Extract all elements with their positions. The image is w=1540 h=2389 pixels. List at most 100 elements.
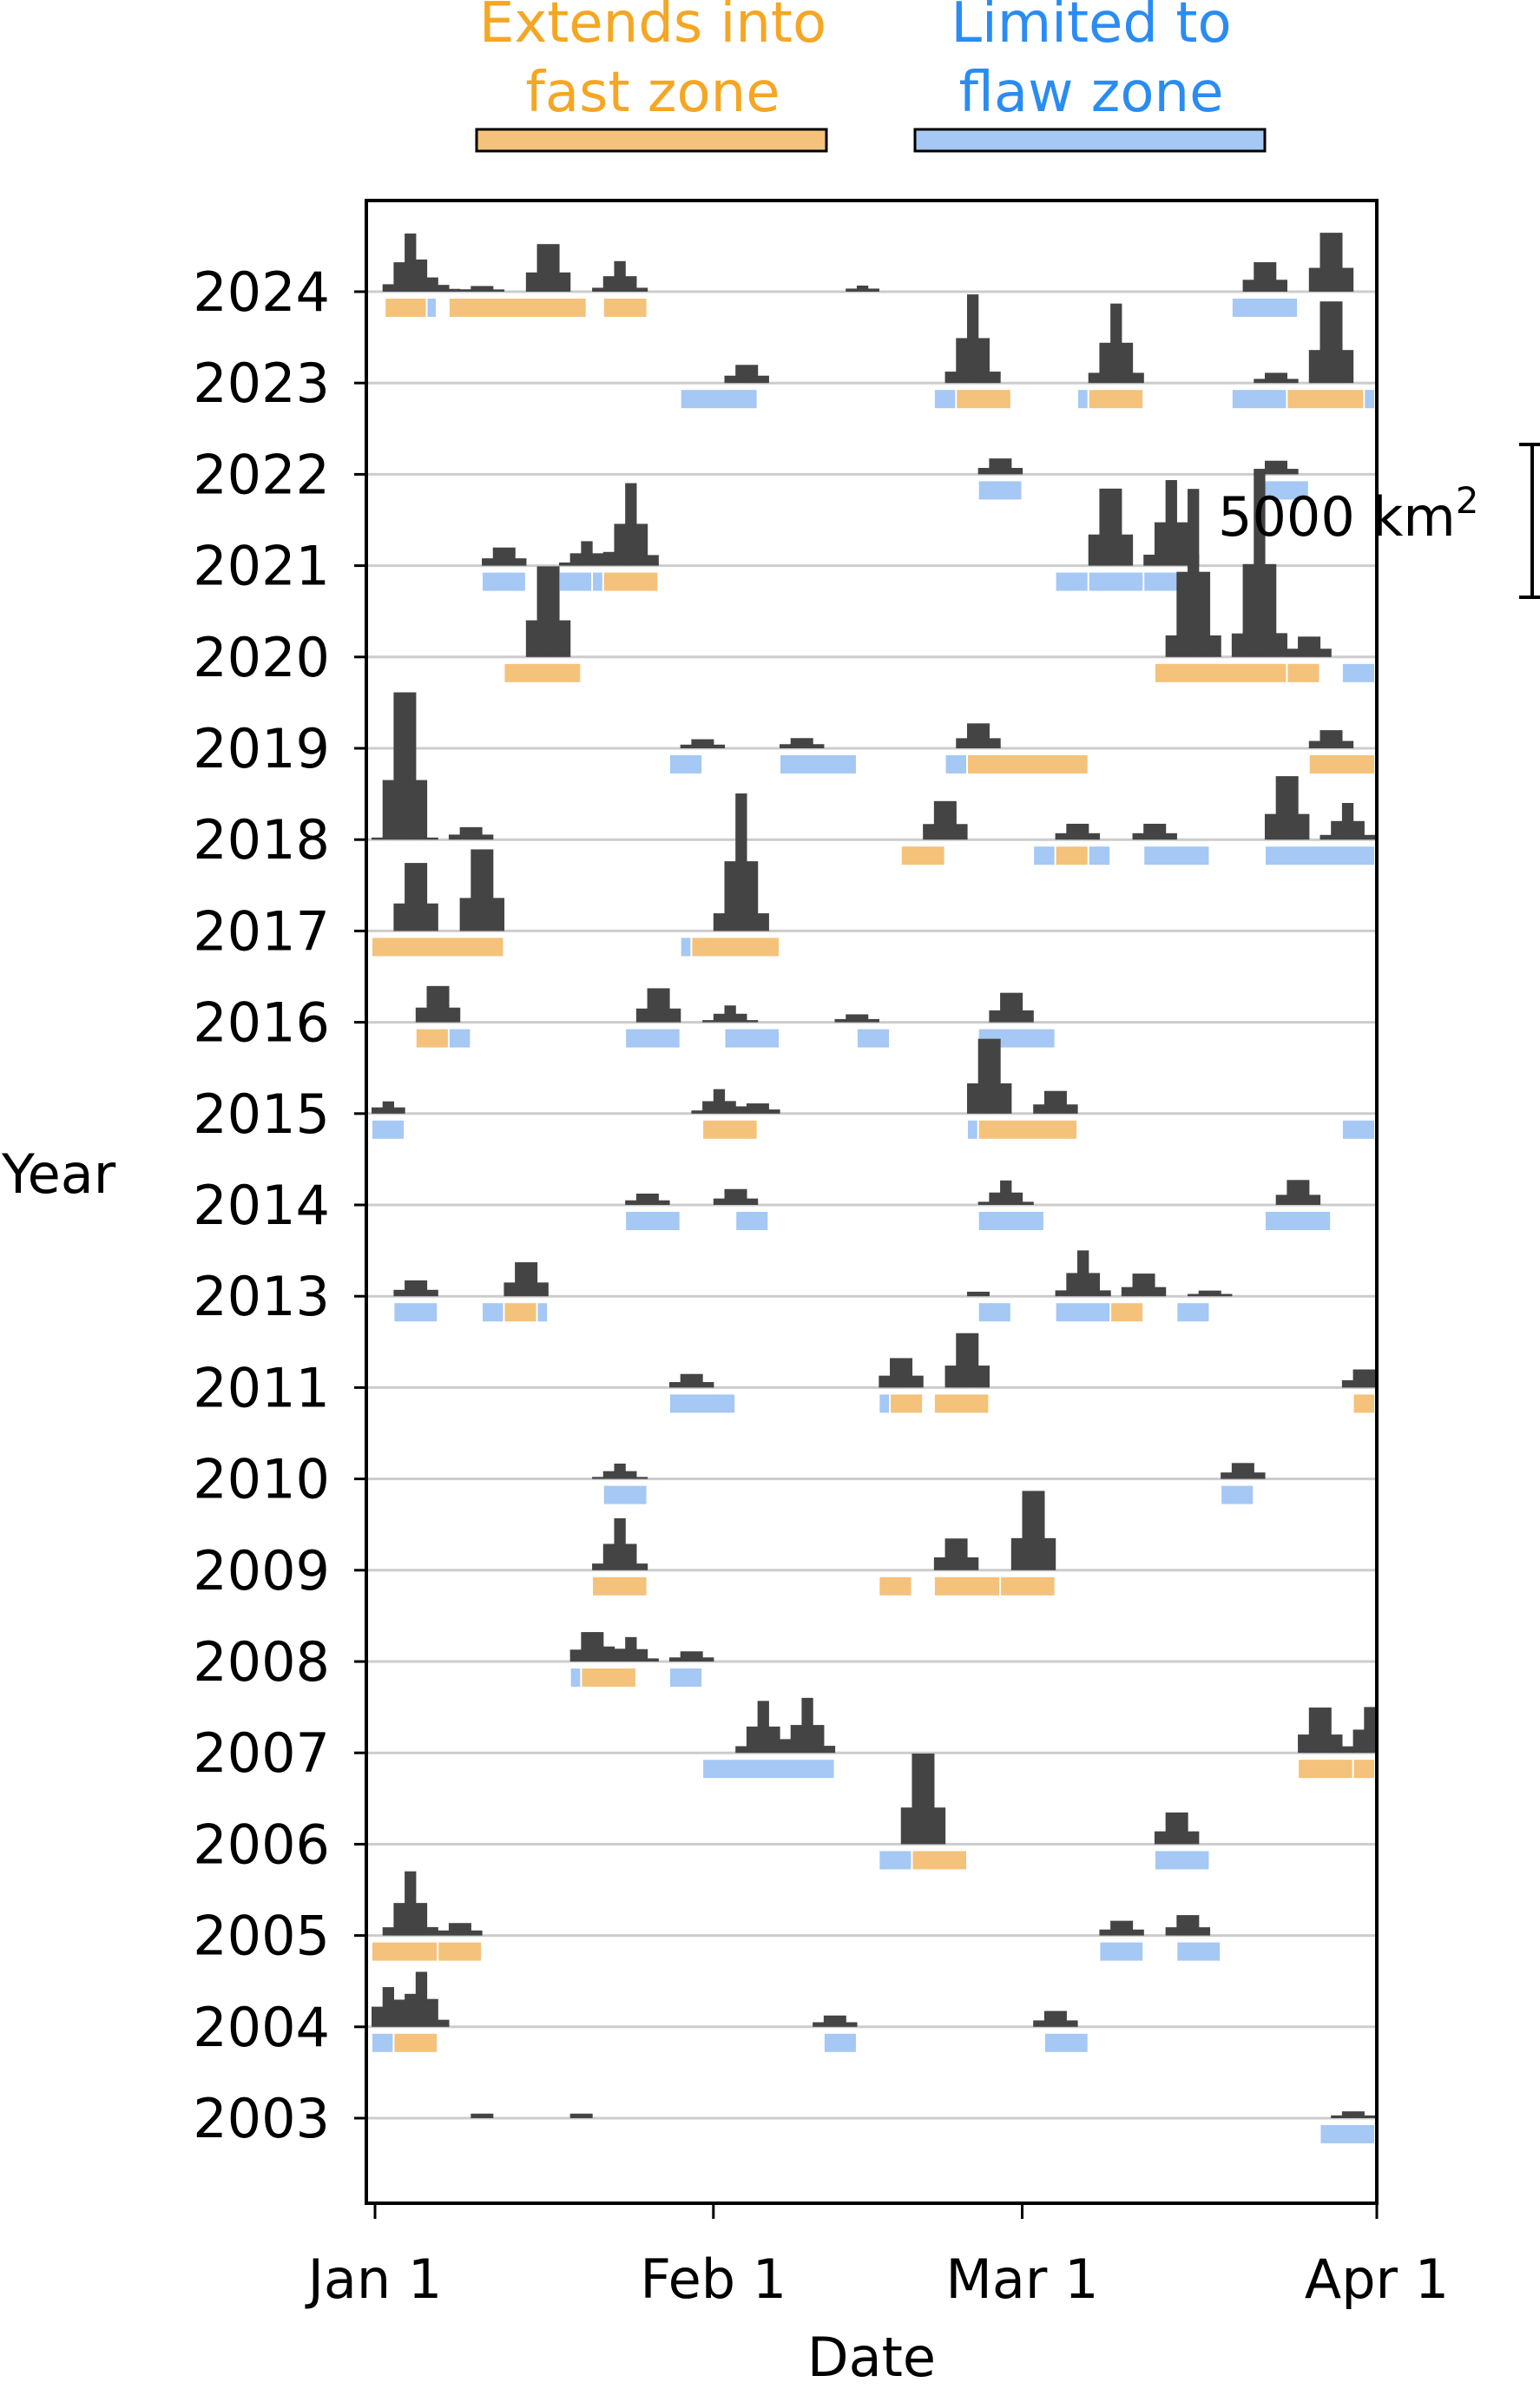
area-bar-2020 (548, 566, 560, 657)
area-bar-2008 (691, 1651, 703, 1662)
y-tick-label: 2017 (193, 899, 330, 963)
area-bar-2024 (614, 260, 626, 292)
area-bar-2007 (1331, 1734, 1343, 1754)
event-bar-flaw-2013 (483, 1303, 503, 1322)
event-bar-fast-2023 (1089, 390, 1143, 409)
area-bar-2023 (1264, 372, 1277, 384)
event-bar-flaw-2023 (934, 390, 956, 409)
area-bar-2018 (1165, 833, 1177, 840)
area-bar-2021 (1099, 488, 1111, 566)
y-tick-label: 2008 (193, 1630, 330, 1694)
area-bar-2013 (977, 1291, 990, 1297)
area-bar-2019 (691, 739, 703, 748)
year-row-2024 (366, 233, 1377, 317)
area-bar-2011 (1364, 1369, 1376, 1388)
area-bar-2020 (1275, 633, 1287, 657)
area-bar-2015 (977, 1038, 990, 1114)
area-bar-2021 (602, 551, 615, 566)
area-bar-2023 (1121, 342, 1134, 384)
event-bar-flaw-2019 (669, 755, 702, 773)
area-bar-2017 (757, 913, 769, 931)
area-bar-2023 (944, 372, 957, 384)
y-tick-label: 2004 (193, 1996, 330, 2059)
area-bar-2009 (614, 1517, 626, 1570)
area-bar-2011 (1341, 1379, 1354, 1388)
area-bar-2024 (1275, 280, 1287, 292)
area-bar-2010 (635, 1477, 648, 1479)
event-bar-fast-2011 (891, 1394, 923, 1413)
area-bar-2013 (1055, 1290, 1067, 1297)
area-bar-2009 (1033, 1491, 1045, 1570)
area-bar-2005 (459, 1923, 471, 1936)
area-bar-2017 (746, 861, 759, 931)
legend: Extends into fast zone Limited to flaw z… (475, 0, 1267, 153)
area-bar-2013 (1188, 1293, 1200, 1297)
event-bar-fast-2011 (1353, 1394, 1374, 1413)
area-bar-2011 (668, 1382, 681, 1388)
y-tick-label: 2007 (193, 1721, 330, 1785)
y-axis-ticks: 2024 2023 2022 2021 2020 2019 2018 2017 2016 2015… (193, 260, 366, 2150)
area-bar-2005 (1188, 1915, 1200, 1936)
y-tick-label: 2010 (193, 1448, 330, 1511)
area-bar-2016 (702, 1020, 714, 1023)
area-bar-2024 (602, 276, 615, 292)
area-bar-2013 (426, 1289, 438, 1297)
area-bar-2003 (569, 2113, 582, 2118)
area-bar-2014 (724, 1188, 736, 1205)
event-bar-flaw-2014 (978, 1212, 1043, 1230)
area-bar-2009 (956, 1538, 968, 1570)
area-bar-2011 (1352, 1369, 1365, 1388)
area-bar-2022 (1275, 460, 1287, 475)
area-bar-2023 (1331, 301, 1343, 384)
y-tick-label: 2011 (193, 1356, 330, 1419)
area-bar-2021 (515, 558, 527, 566)
area-bar-2014 (625, 1200, 637, 1205)
event-bar-flaw-2023 (1365, 390, 1374, 409)
y-tick-label: 2005 (193, 1905, 330, 1968)
scale-bar-sup: 2 (1456, 479, 1479, 522)
area-bar-2006 (933, 1807, 946, 1845)
event-bar-flaw-2023 (1232, 390, 1287, 409)
area-bar-2024 (1341, 267, 1354, 292)
area-bar-2019 (780, 744, 792, 748)
event-bar-flaw-2007 (703, 1760, 834, 1779)
area-bar-2024 (1242, 280, 1254, 292)
area-bar-2021 (1176, 522, 1188, 566)
year-row-2006 (366, 1753, 1377, 1870)
area-bar-2009 (592, 1563, 604, 1570)
event-bar-flaw-2013 (1056, 1303, 1110, 1322)
event-bar-flaw-2023 (1078, 390, 1088, 409)
area-bar-2004 (823, 2015, 836, 2027)
area-bar-2018 (1154, 823, 1167, 840)
event-bar-flaw-2004 (824, 2033, 856, 2052)
y-tick-label: 2013 (193, 1265, 330, 1328)
event-bar-fast-2009 (1001, 1576, 1055, 1596)
area-bar-2010 (1221, 1472, 1233, 1479)
area-bar-2009 (1010, 1537, 1023, 1570)
year-row-2009 (366, 1491, 1377, 1596)
area-bar-2008 (625, 1636, 637, 1662)
area-bar-2015 (393, 1107, 405, 1114)
area-bar-2013 (415, 1280, 428, 1297)
area-bar-2024 (1331, 233, 1343, 292)
area-bar-2024 (393, 262, 405, 292)
area-bar-2018 (405, 692, 417, 840)
area-bar-2024 (459, 289, 471, 292)
area-bar-2007 (1298, 1734, 1310, 1754)
area-bar-2016 (856, 1014, 869, 1023)
area-bar-2024 (1308, 267, 1321, 292)
area-bar-2020 (1165, 635, 1177, 657)
y-tick-label: 2016 (193, 991, 330, 1055)
event-bar-flaw-2017 (681, 938, 691, 957)
event-bar-flaw-2013 (978, 1303, 1010, 1322)
area-bar-2005 (1099, 1929, 1111, 1936)
area-bar-2009 (602, 1543, 615, 1570)
area-bar-2023 (1320, 301, 1332, 384)
y-axis-label: Year (1, 1142, 116, 1206)
area-bar-2015 (1066, 1104, 1078, 1114)
event-bar-fast-2013 (1111, 1303, 1143, 1322)
area-bar-2018 (471, 826, 483, 840)
area-bar-2003 (1331, 2115, 1343, 2118)
legend-flaw-label-line1: Limited to (951, 0, 1231, 56)
area-bar-2015 (691, 1110, 703, 1114)
